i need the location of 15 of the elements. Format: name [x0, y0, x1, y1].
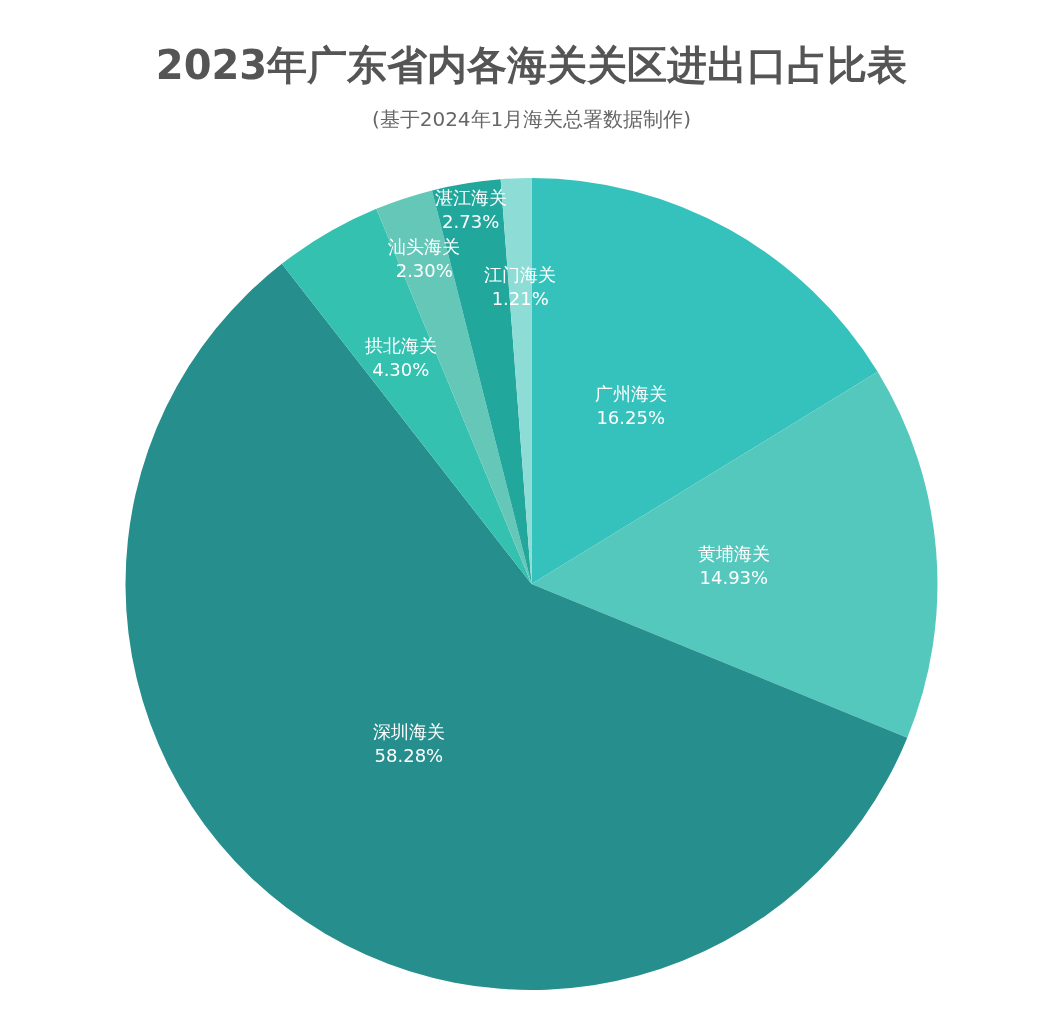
slice-label: 拱北海关	[364, 335, 437, 357]
slice-label: 汕头海关	[388, 235, 461, 257]
data-label: 4.30%	[372, 359, 430, 381]
slice-label: 深圳海关	[372, 721, 445, 743]
data-label: 2.30%	[395, 259, 453, 281]
data-label: 1.21%	[491, 287, 549, 309]
slice-label: 湛江海关	[434, 187, 507, 209]
data-label: 16.25%	[596, 406, 666, 428]
data-label: 58.28%	[374, 745, 444, 767]
slice-label: 黄埔海关	[697, 543, 770, 565]
slice-label: 广州海关	[594, 382, 667, 404]
chart-subtitle: (基于2024年1月海关总署数据制作)	[370, 106, 693, 133]
data-label: 2.73%	[442, 211, 500, 233]
chart-title: 2023年广东省内各海关关区进出口占比表	[154, 41, 909, 90]
data-label: 14.93%	[699, 567, 769, 589]
